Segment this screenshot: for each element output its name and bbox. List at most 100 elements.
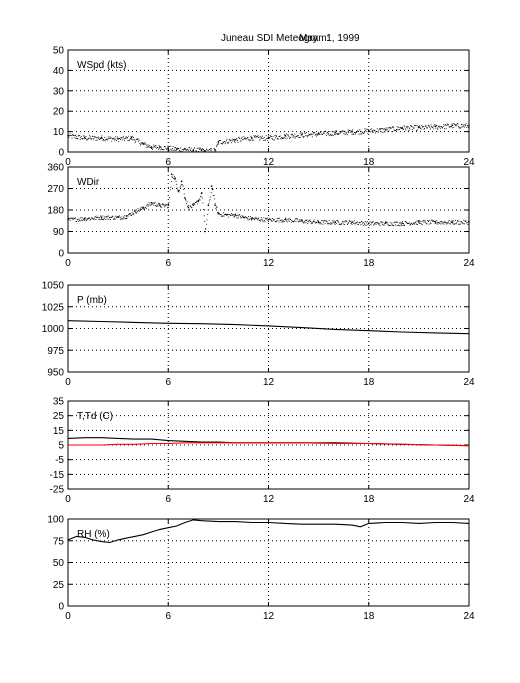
data-point	[348, 222, 350, 224]
data-point	[255, 135, 257, 137]
data-point	[217, 141, 220, 143]
data-point	[304, 132, 306, 134]
data-point	[402, 225, 404, 227]
data-point	[104, 140, 106, 142]
data-point	[159, 205, 161, 207]
data-point	[275, 137, 276, 139]
data-point	[190, 147, 192, 149]
data-point	[184, 148, 186, 150]
data-point	[316, 133, 318, 135]
data-point	[139, 142, 141, 144]
data-point	[446, 123, 448, 125]
data-point	[309, 219, 311, 221]
data-point	[227, 214, 229, 215]
data-point	[372, 221, 374, 223]
data-point	[207, 204, 210, 207]
data-point	[424, 127, 426, 129]
data-point	[83, 218, 85, 220]
data-point	[269, 135, 271, 137]
data-point	[280, 221, 282, 223]
data-point	[401, 126, 403, 129]
data-point	[172, 147, 173, 149]
data-point	[375, 223, 377, 225]
data-point	[96, 139, 98, 141]
data-point	[158, 202, 159, 204]
data-point	[353, 222, 355, 224]
data-point	[269, 136, 271, 138]
data-point	[106, 138, 108, 140]
data-point	[129, 213, 131, 215]
data-point	[433, 220, 435, 222]
data-point	[429, 128, 431, 130]
data-point	[428, 124, 430, 126]
data-point	[164, 146, 166, 148]
data-point	[452, 127, 454, 129]
data-point	[269, 217, 271, 219]
data-point	[383, 224, 385, 226]
data-point	[182, 184, 183, 186]
data-point	[191, 207, 193, 209]
data-point	[143, 208, 145, 210]
data-point	[202, 151, 204, 153]
data-point	[145, 206, 147, 208]
data-point	[394, 224, 396, 226]
data-point	[210, 148, 212, 150]
data-point	[301, 133, 303, 135]
data-point	[69, 133, 71, 135]
data-point	[236, 138, 238, 140]
data-point	[215, 207, 217, 209]
data-point	[340, 223, 342, 225]
data-point	[413, 127, 415, 129]
data-point	[368, 130, 370, 132]
data-point	[107, 215, 109, 217]
data-point	[127, 215, 128, 217]
data-point	[456, 220, 458, 222]
data-point	[312, 221, 314, 223]
data-point	[428, 125, 430, 127]
data-point	[227, 213, 228, 215]
data-point	[394, 130, 396, 132]
data-point	[134, 209, 136, 211]
data-point	[221, 143, 223, 145]
data-point	[118, 141, 120, 143]
data-point	[118, 137, 120, 139]
data-point	[390, 224, 392, 226]
data-point	[99, 138, 101, 140]
data-point	[144, 142, 146, 144]
data-point	[105, 139, 107, 140]
x-tick-label: 0	[65, 611, 71, 622]
data-point	[134, 139, 135, 141]
data-point	[438, 222, 440, 224]
data-point	[90, 217, 92, 219]
data-point	[249, 139, 251, 141]
data-point	[396, 129, 397, 130]
data-point	[214, 151, 216, 153]
data-point	[110, 137, 112, 139]
data-point	[177, 148, 179, 150]
data-point	[391, 131, 393, 133]
data-point	[271, 220, 273, 222]
data-point	[155, 205, 157, 207]
data-point	[152, 203, 154, 205]
data-point	[163, 204, 165, 206]
data-point	[376, 222, 378, 224]
data-point	[374, 129, 376, 131]
data-point	[293, 135, 295, 137]
x-tick-label: 0	[65, 494, 71, 505]
data-point	[172, 176, 173, 178]
data-point	[132, 139, 134, 141]
data-point	[241, 138, 242, 140]
data-point	[116, 216, 118, 218]
data-point	[464, 124, 466, 126]
data-point	[285, 135, 287, 137]
data-point	[197, 200, 199, 202]
data-point	[235, 139, 237, 141]
data-point	[257, 135, 259, 137]
data-point	[122, 135, 124, 137]
data-point	[137, 138, 139, 140]
data-point	[145, 208, 147, 209]
data-point	[419, 126, 421, 128]
data-point	[247, 137, 249, 139]
data-point	[313, 132, 315, 134]
data-point	[331, 222, 333, 224]
